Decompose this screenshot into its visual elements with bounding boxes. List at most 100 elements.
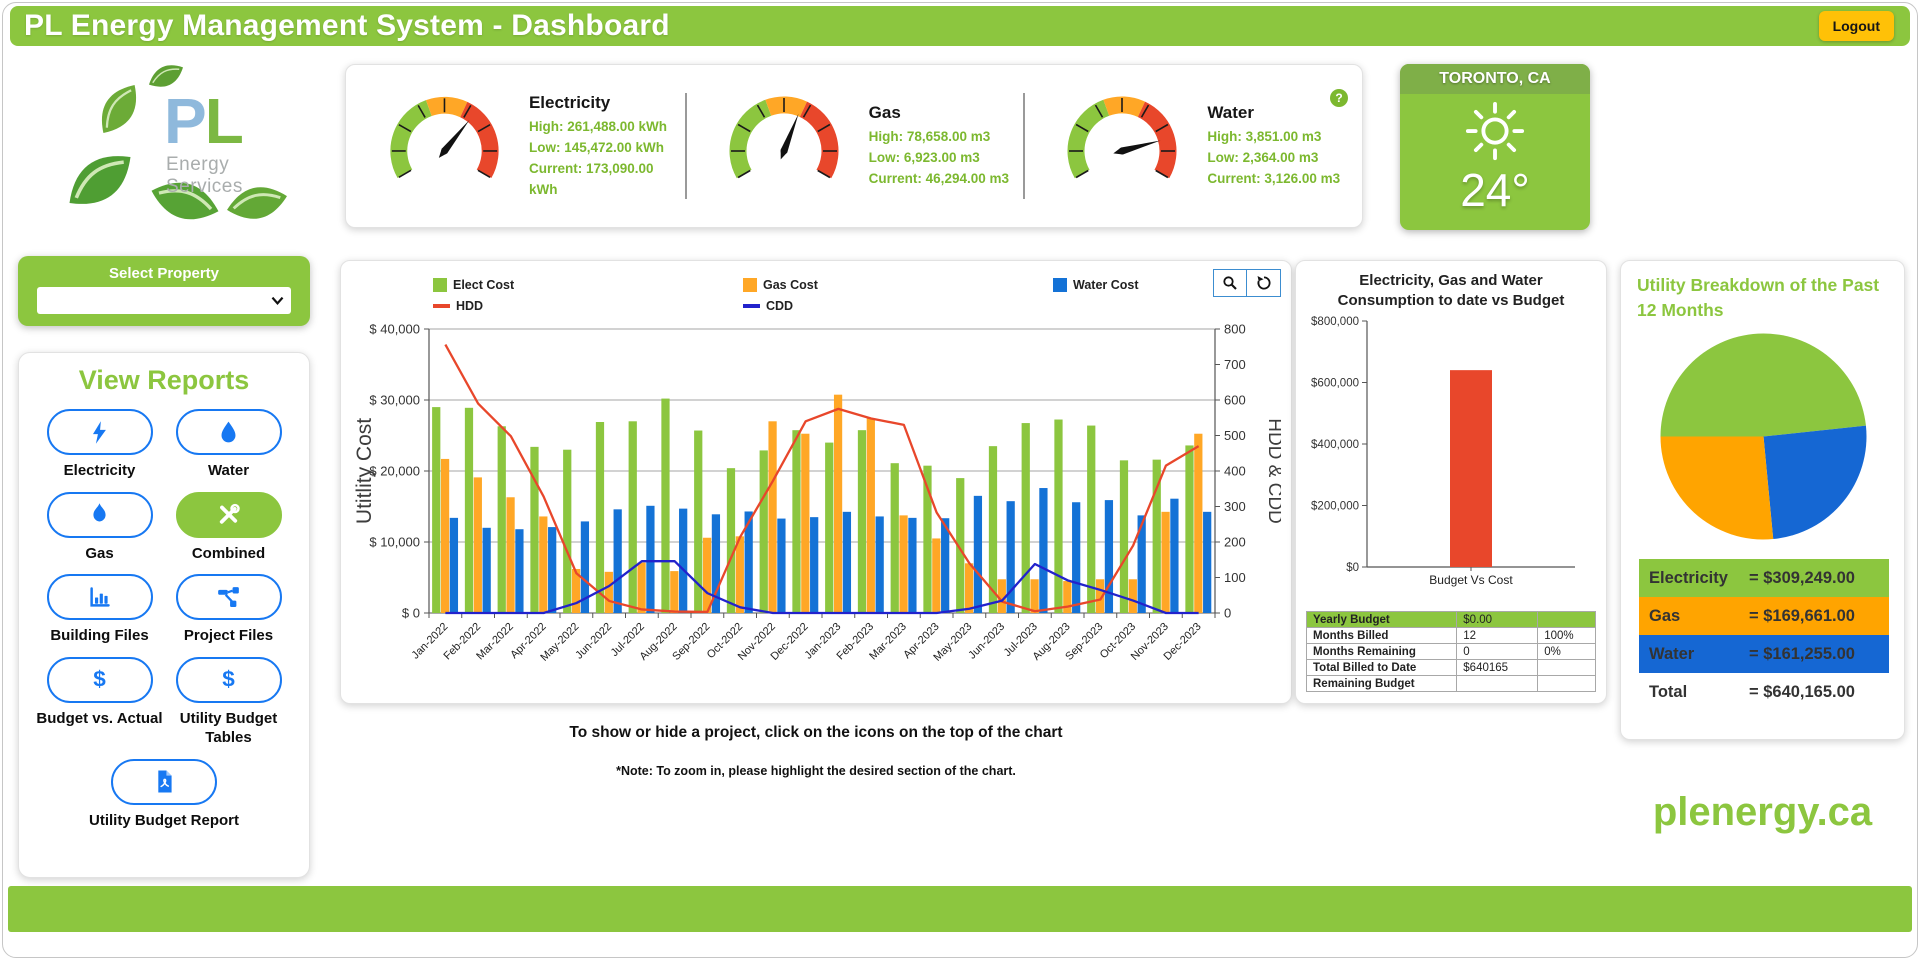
bar-water-cost xyxy=(613,509,622,613)
budget-summary-table: Yearly Budget $0.00 Months Billed 12 100% Mon… xyxy=(1305,611,1596,692)
legend-item-hdd[interactable]: HDD xyxy=(433,299,743,313)
report-gas-button[interactable] xyxy=(46,491,153,538)
breakdown-value: = $309,249.00 xyxy=(1749,568,1855,587)
gauge-low: Low: 145,472.00 kWh xyxy=(528,139,665,155)
legend-item-water-cost[interactable]: Water Cost xyxy=(1053,278,1363,292)
weather-location: TORONTO, CA xyxy=(1400,64,1590,94)
report-project-files-button[interactable] xyxy=(175,574,282,620)
chart-refresh-button[interactable] xyxy=(1247,269,1281,297)
report-item-combined: Combined xyxy=(164,491,293,564)
breakdown-label: Electricity xyxy=(1649,568,1728,587)
bar-water-cost xyxy=(810,517,819,613)
report-combined-button[interactable] xyxy=(175,491,282,538)
bar-water-cost xyxy=(1203,511,1212,613)
dollar-icon: $ xyxy=(93,666,106,691)
legend-swatch xyxy=(433,278,447,292)
report-label: Electricity xyxy=(63,462,136,479)
chart-note-primary: To show or hide a project, click on the … xyxy=(569,724,1063,741)
website-link[interactable]: plenergy.ca xyxy=(1652,790,1873,834)
report-budget-vs-actual-button[interactable]: $ xyxy=(46,656,153,703)
bar-gas-cost xyxy=(1194,433,1203,613)
budget-table-cell: $640165 xyxy=(1456,659,1539,676)
legend-label: HDD xyxy=(456,299,484,313)
bar-gas-cost xyxy=(571,568,581,613)
budget-vs-cost-chart: $0 $200,000 $400,000 $600,000 $800,000 Budget… xyxy=(1311,316,1575,587)
report-utility-budget-tables-button[interactable]: $ xyxy=(175,656,282,703)
gauge-dial xyxy=(390,96,499,179)
bar-water-cost xyxy=(842,511,852,613)
report-utility-budget-report-button[interactable] xyxy=(111,758,217,805)
svg-text:$800,000: $800,000 xyxy=(1311,316,1359,328)
bar-elect-cost xyxy=(661,398,670,613)
utility-cost-chart[interactable]: $ 0 $ 10,000 $ 20,000 $ 30,000 $ 40,000 0 100 2… xyxy=(351,323,1281,695)
lightning-icon xyxy=(92,420,106,444)
budget-table-row: Months Billed 12 100% xyxy=(1305,627,1596,644)
leaf-icon xyxy=(148,65,184,87)
logo-initials: PL xyxy=(164,85,244,157)
report-water-button[interactable] xyxy=(175,409,282,455)
gauge-current: Current: 173,090.00 kWh xyxy=(528,160,654,197)
line-cdd xyxy=(445,560,1199,615)
bar-water-cost xyxy=(580,521,590,613)
bar-elect-cost xyxy=(726,468,736,613)
budget-table-row: Remaining Budget xyxy=(1305,675,1596,692)
pie-slice-water xyxy=(1763,425,1867,540)
budget-table-cell xyxy=(1537,659,1596,676)
bar-elect-cost xyxy=(1021,423,1030,613)
svg-text:$400,000: $400,000 xyxy=(1311,439,1359,451)
svg-text:200: 200 xyxy=(1224,535,1246,550)
gauge-utility-name: Water xyxy=(1207,103,1254,122)
budget-table-cell: Months Billed xyxy=(1305,627,1458,644)
pdf-icon xyxy=(157,770,172,793)
bar-water-cost xyxy=(744,511,753,613)
bar-elect-cost xyxy=(825,442,834,613)
report-electricity-button[interactable] xyxy=(46,409,153,455)
legend-label: Water Cost xyxy=(1073,278,1139,292)
bar-elect-cost xyxy=(792,430,801,613)
bar-water-cost xyxy=(548,527,557,613)
budget-table-cell: Remaining Budget xyxy=(1305,675,1458,692)
breakdown-row-gas: Gas = $169,661.00 xyxy=(1639,597,1889,635)
gauge-high: High: 78,658.00 m3 xyxy=(868,129,991,144)
bar-elect-cost xyxy=(530,446,539,613)
bar-elect-cost xyxy=(857,430,867,613)
gauge-low: Low: 6,923.00 m3 xyxy=(868,150,980,165)
select-property-label: Select Property xyxy=(108,265,220,282)
chart-zoom-button[interactable] xyxy=(1213,269,1247,297)
refresh-icon xyxy=(1256,275,1270,290)
bar-gas-cost xyxy=(1095,579,1105,613)
view-reports-title: View Reports xyxy=(78,365,250,395)
svg-text:600: 600 xyxy=(1224,393,1246,408)
legend-item-gas-cost[interactable]: Gas Cost xyxy=(743,278,1053,292)
breakdown-row-water: Water = $161,255.00 xyxy=(1639,635,1889,673)
bar-gas-cost xyxy=(997,579,1006,613)
bar-elect-cost xyxy=(1185,445,1194,613)
legend-line-swatch xyxy=(743,304,760,308)
budget-table-cell: 0% xyxy=(1537,643,1596,660)
svg-text:$ 0: $ 0 xyxy=(402,606,420,621)
bar-elect-cost xyxy=(1087,425,1096,613)
budget-chart-card: Electricity, Gas and Water Consumption t… xyxy=(1295,260,1607,704)
company-logo: PL Energy Services xyxy=(52,56,308,240)
pie-slice-electricity xyxy=(1660,333,1866,437)
utility-gauges-panel: Electricity High: 261,488.00 kWh Low: 145,… xyxy=(345,64,1363,228)
gauge-current: Current: 3,126.00 m3 xyxy=(1207,171,1341,186)
gauge-high: High: 3,851.00 m3 xyxy=(1207,129,1322,144)
help-icon[interactable]: ? xyxy=(1330,89,1348,107)
budget-table-cell xyxy=(1537,611,1596,628)
bar-water-cost xyxy=(908,517,917,613)
report-item-budget-vs-actual: $ Budget vs. Actual xyxy=(35,656,164,748)
svg-text:Jun-2022: Jun-2022 xyxy=(573,621,614,662)
report-item-water: Water xyxy=(164,409,293,481)
legend-item-elect-cost[interactable]: Elect Cost xyxy=(433,278,743,292)
bar-water-cost xyxy=(711,514,721,613)
legend-item-cdd[interactable]: CDD xyxy=(743,299,1053,313)
bar-water-cost xyxy=(777,518,786,613)
bar-gas-cost xyxy=(899,515,908,613)
bar-gas-cost xyxy=(604,571,613,613)
logout-button[interactable]: Logout xyxy=(1818,11,1894,41)
bar-water-cost xyxy=(1072,502,1081,613)
report-building-files-button[interactable] xyxy=(46,574,153,620)
property-select[interactable] xyxy=(37,287,291,314)
bar-water-cost xyxy=(1104,500,1114,613)
